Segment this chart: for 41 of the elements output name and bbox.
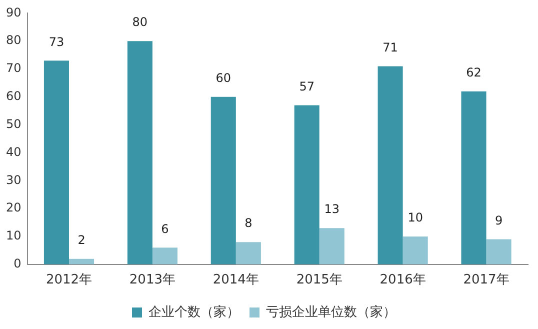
bar xyxy=(152,248,178,264)
data-label: 71 xyxy=(382,40,398,54)
y-tick-label: 80 xyxy=(6,33,22,48)
y-tick-label: 70 xyxy=(6,61,22,76)
data-label: 60 xyxy=(216,71,232,86)
y-tick-label: 50 xyxy=(6,116,22,131)
bar xyxy=(319,228,344,264)
y-tick-label: 40 xyxy=(6,144,22,159)
data-label: 57 xyxy=(299,79,314,94)
data-label: 6 xyxy=(161,222,169,236)
bar xyxy=(294,105,320,264)
y-tick-label: 30 xyxy=(6,172,22,187)
bar xyxy=(127,41,152,264)
x-tick-label: 2012年 xyxy=(46,272,92,288)
x-tick-label: 2016年 xyxy=(380,272,426,288)
data-label: 73 xyxy=(48,34,64,49)
bar xyxy=(210,96,236,264)
x-tick-label: 2017年 xyxy=(463,272,510,288)
data-label: 80 xyxy=(132,15,148,30)
data-label: 10 xyxy=(408,210,423,225)
data-label: 2 xyxy=(78,232,86,247)
legend-label: 亏损企业单位数（家） xyxy=(266,304,396,320)
bar xyxy=(44,60,69,264)
y-tick-label: 10 xyxy=(6,228,22,243)
bar xyxy=(402,236,428,264)
data-label: 62 xyxy=(466,65,482,80)
data-label: 13 xyxy=(324,202,340,216)
data-label: 8 xyxy=(244,216,252,230)
y-tick-label: 20 xyxy=(6,200,22,215)
x-tick-label: 2015年 xyxy=(296,272,342,288)
legend-label: 企业个数（家） xyxy=(148,304,240,320)
y-tick-label: 90 xyxy=(6,5,22,20)
bar xyxy=(461,91,486,264)
y-tick-label: 60 xyxy=(6,89,22,104)
bar xyxy=(378,66,403,264)
y-tick-label: 0 xyxy=(14,256,22,271)
x-tick-label: 2014年 xyxy=(212,272,259,288)
bar xyxy=(486,239,512,264)
bar xyxy=(236,242,261,264)
data-label: 9 xyxy=(494,213,503,228)
x-tick-label: 2013年 xyxy=(129,272,176,288)
